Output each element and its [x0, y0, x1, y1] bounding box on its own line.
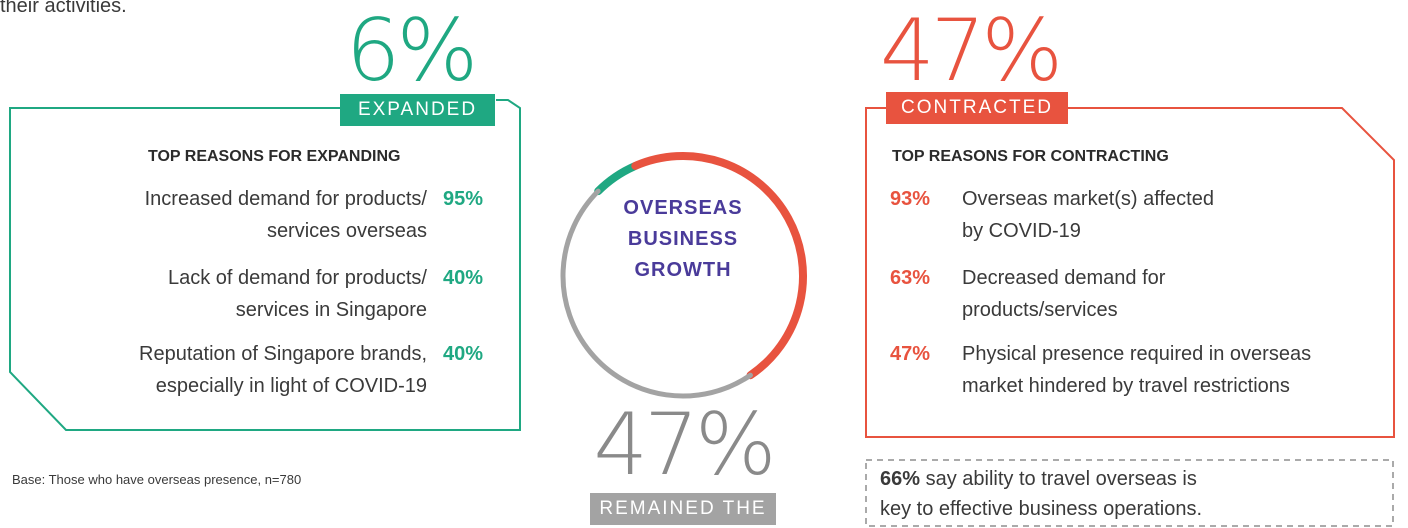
- expanded-pct: 6%: [345, 1, 478, 101]
- callout-value: 66%: [880, 468, 921, 490]
- reason-value: 40%: [443, 343, 484, 365]
- donut-title: OVERSEAS BUSINESS GROWTH: [623, 197, 743, 281]
- contract-panel-border: [865, 107, 1395, 438]
- reason-text: Reputation of Singapore brands, especial…: [139, 343, 427, 397]
- reason-text: Overseas market(s) affected by COVID-19: [962, 188, 1214, 242]
- reason-text: Physical presence required in overseas m…: [962, 343, 1312, 397]
- intro-tail: their activities.: [0, 0, 127, 17]
- reason-text: Lack of demand for products/ services in…: [167, 267, 427, 321]
- reason-value: 40%: [443, 267, 484, 289]
- donut-segment: [631, 152, 807, 380]
- reason-value: 47%: [890, 343, 931, 365]
- callout: 66% say ability to travel overseas is ke…: [880, 464, 1202, 524]
- contracted-pct: 47%: [880, 1, 1063, 101]
- contracted-tag: CONTRACTED: [886, 92, 1068, 124]
- reason-text: Increased demand for products/ services …: [144, 188, 427, 242]
- same-pct: 47%: [593, 395, 776, 495]
- expanded-tag: EXPANDED: [340, 94, 495, 126]
- donut: [560, 152, 807, 399]
- expand-heading: TOP REASONS FOR EXPANDING: [148, 148, 401, 165]
- base-note: Base: Those who have overseas presence, …: [12, 472, 302, 487]
- expand-panel-border: [9, 99, 521, 431]
- reason-value: 93%: [890, 188, 931, 210]
- contract-heading: TOP REASONS FOR CONTRACTING: [892, 148, 1169, 165]
- reason-value: 95%: [443, 188, 484, 210]
- donut-segment: [594, 161, 640, 196]
- donut-segment: [560, 188, 753, 399]
- callout-text: say ability to travel overseas is key to…: [880, 468, 1203, 520]
- reason-value: 63%: [890, 267, 931, 289]
- reason-text: Decreased demand for products/services: [962, 267, 1166, 321]
- same-tag: REMAINED THE SAME: [590, 493, 776, 525]
